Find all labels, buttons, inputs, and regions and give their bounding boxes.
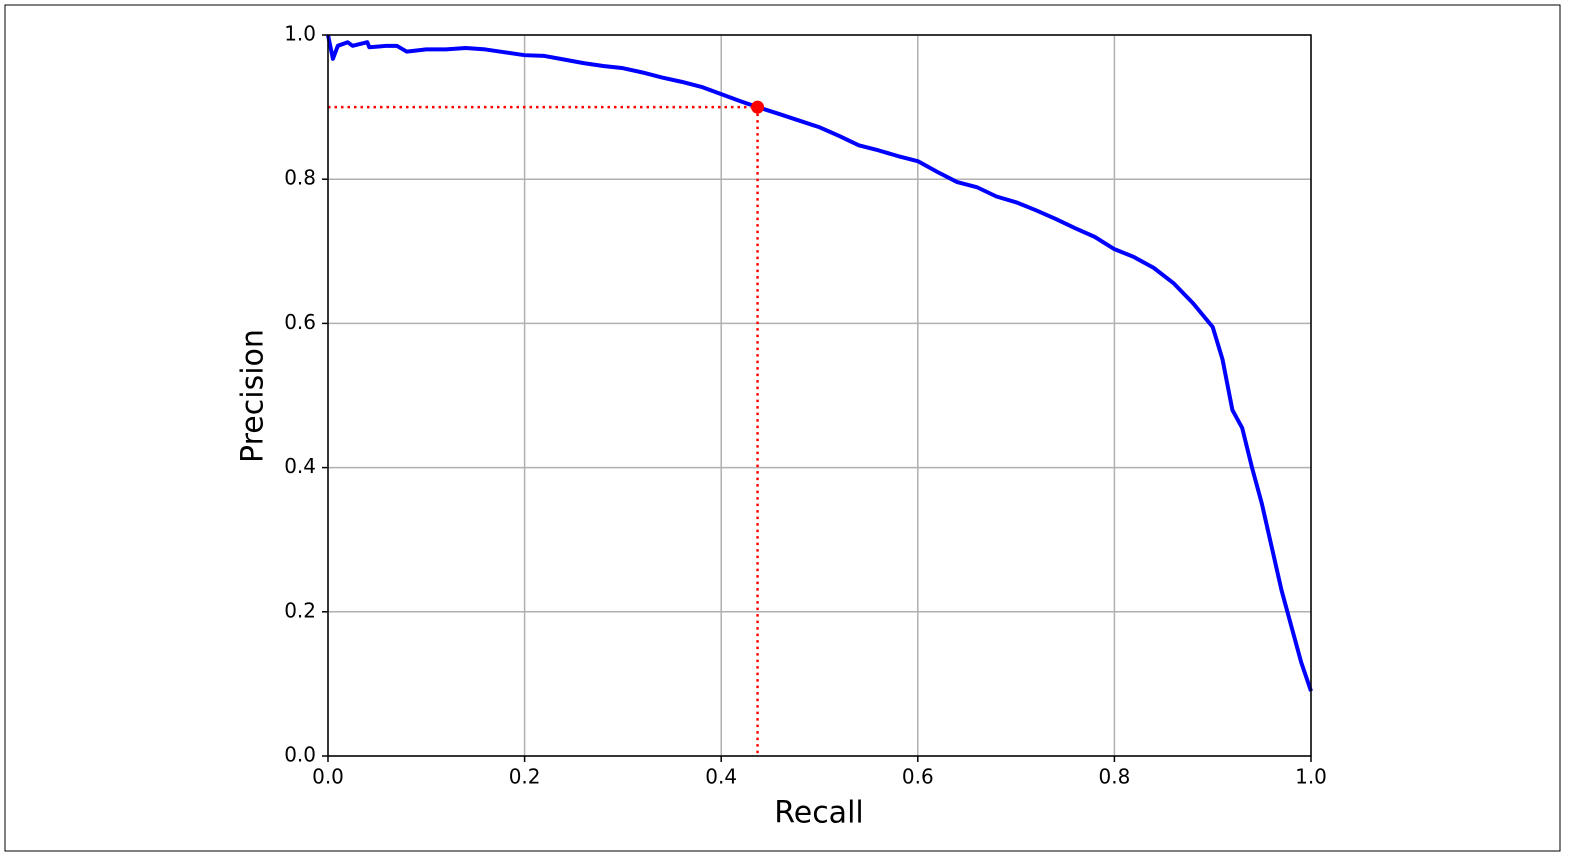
y-tick-label: 0.0	[284, 743, 316, 767]
y-tick-label: 0.2	[284, 598, 316, 622]
y-tick-label: 0.8	[284, 166, 316, 190]
frame	[4, 4, 1561, 852]
x-tick-label: 0.0	[312, 765, 344, 789]
plot-frame	[327, 34, 1312, 757]
pr-curve	[326, 34, 1313, 692]
y-tick-label: 0.4	[284, 454, 316, 478]
x-tick-label: 0.4	[705, 765, 737, 789]
threshold-point	[751, 100, 765, 114]
x-tick-label: 0.2	[509, 765, 541, 789]
x-axis-label: Recall	[774, 796, 864, 831]
x-tick-label: 0.8	[1098, 765, 1130, 789]
x-tick-label: 0.6	[902, 765, 934, 789]
x-tick-label: 1.0	[1295, 765, 1327, 789]
y-axis-label: Precision	[236, 329, 271, 463]
y-tick-label: 1.0	[284, 22, 316, 46]
y-tick-label: 0.6	[284, 310, 316, 334]
